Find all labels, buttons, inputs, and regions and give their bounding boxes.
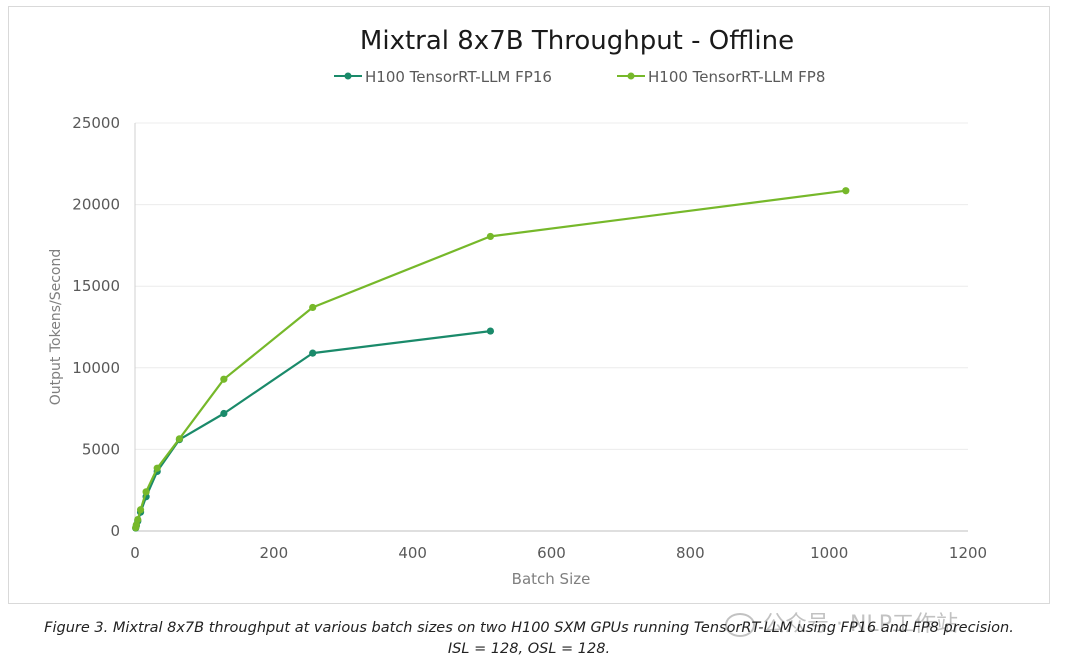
y-tick-label: 10000 — [72, 359, 120, 377]
data-point — [153, 464, 161, 472]
wechat-icon — [725, 613, 755, 637]
y-tick-label: 15000 — [72, 277, 120, 295]
x-tick-label: 400 — [398, 544, 427, 562]
data-point — [486, 327, 495, 335]
data-point — [175, 435, 184, 443]
figure-caption: Figure 3. Mixtral 8x7B throughput at var… — [8, 618, 1050, 660]
y-tick-label: 25000 — [72, 114, 120, 132]
x-axis-label: Batch Size — [512, 570, 591, 588]
chart-card — [8, 6, 1050, 604]
data-point — [134, 515, 142, 524]
data-point — [309, 303, 317, 312]
x-tick-label: 1200 — [949, 544, 987, 562]
x-axis-ticks: 0 200 400 600 800 1000 1200 — [130, 544, 987, 562]
caption-line-1: Figure 3. Mixtral 8x7B throughput at var… — [44, 620, 1014, 636]
x-tick-label: 0 — [130, 544, 140, 562]
data-point — [842, 187, 850, 195]
watermark-text: 公众号 · NLP工作站 — [763, 612, 958, 637]
y-axis-label: Output Tokens/Second — [48, 249, 64, 405]
chart-title: Mixtral 8x7B Throughput - Offline — [360, 26, 794, 56]
series-line — [134, 330, 491, 529]
x-tick-label: 800 — [676, 544, 705, 562]
x-tick-label: 1000 — [810, 544, 848, 562]
y-axis-ticks: 0 5000 10000 15000 20000 25000 — [72, 114, 120, 540]
data-point — [220, 375, 228, 383]
series-1 — [132, 187, 850, 532]
x-tick-label: 200 — [260, 544, 289, 562]
watermark: 公众号 · NLP工作站 — [725, 606, 958, 638]
y-tick-label: 20000 — [72, 196, 120, 214]
data-point — [309, 349, 317, 357]
data-point — [220, 409, 228, 418]
legend-marker-fp8 — [627, 72, 635, 80]
x-tick-label: 600 — [537, 544, 566, 562]
data-point — [136, 506, 145, 514]
caption-line-2: ISL = 128, OSL = 128. — [447, 641, 611, 657]
series-line — [134, 189, 846, 528]
gridlines — [135, 122, 968, 450]
data-point — [486, 232, 495, 241]
y-tick-label: 0 — [110, 522, 120, 540]
legend-label-fp8: H100 TensorRT-LLM FP8 — [648, 68, 825, 86]
y-tick-label: 5000 — [82, 440, 120, 458]
series-layer — [132, 187, 850, 532]
legend: H100 TensorRT-LLM FP16 H100 TensorRT-LLM… — [334, 68, 825, 86]
data-point — [142, 488, 150, 496]
legend-label-fp16: H100 TensorRT-LLM FP16 — [365, 68, 552, 86]
legend-marker-fp16 — [344, 72, 352, 80]
